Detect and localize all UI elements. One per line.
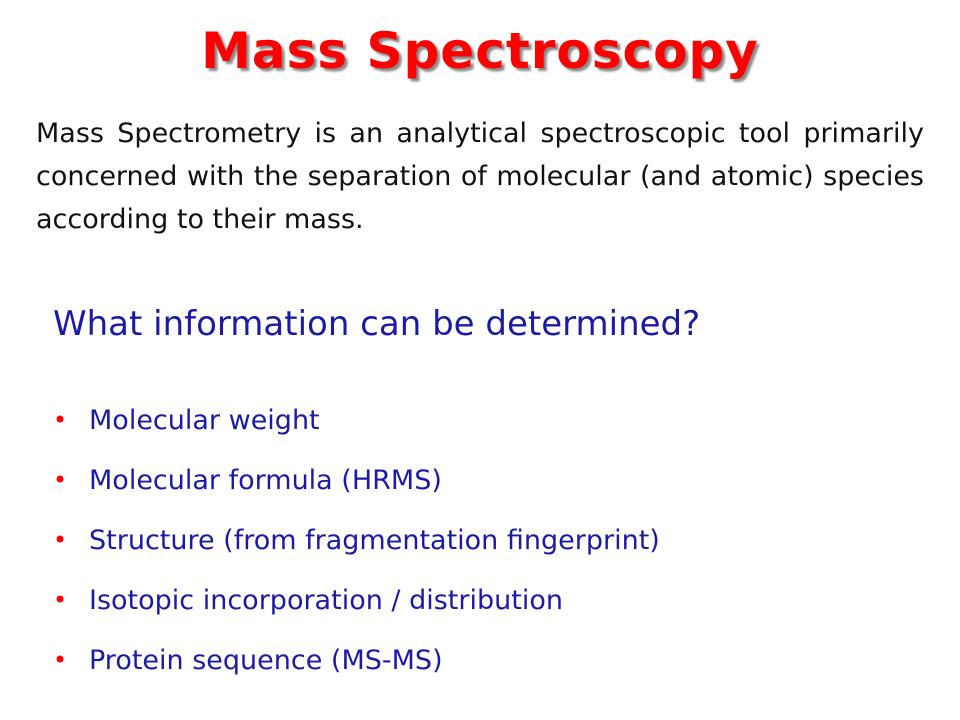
bullet-list: • Molecular weight • Molecular formula (… — [53, 390, 933, 690]
bullet-dot-icon: • — [53, 526, 68, 554]
intro-paragraph: Mass Spectrometry is an analytical spect… — [36, 118, 924, 235]
bullet-dot-icon: • — [53, 646, 68, 674]
bullet-text: Molecular weight — [89, 404, 320, 436]
bullet-text: Isotopic incorporation / distribution — [89, 584, 563, 616]
section-question: What information can be determined? — [53, 304, 701, 344]
list-item: • Molecular weight — [53, 390, 933, 450]
bullet-dot-icon: • — [53, 586, 68, 614]
bullet-dot-icon: • — [53, 406, 68, 434]
list-item: • Isotopic incorporation / distribution — [53, 570, 933, 630]
list-item: • Protein sequence (MS-MS) — [53, 630, 933, 690]
bullet-text: Molecular formula (HRMS) — [89, 464, 442, 496]
list-item: • Molecular formula (HRMS) — [53, 450, 933, 510]
bullet-dot-icon: • — [53, 466, 68, 494]
list-item: • Structure (from fragmentation fingerpr… — [53, 510, 933, 570]
bullet-text: Protein sequence (MS-MS) — [89, 644, 443, 676]
bullet-text: Structure (from fragmentation fingerprin… — [89, 524, 660, 556]
slide-title: Mass Spectroscopy — [201, 22, 759, 80]
